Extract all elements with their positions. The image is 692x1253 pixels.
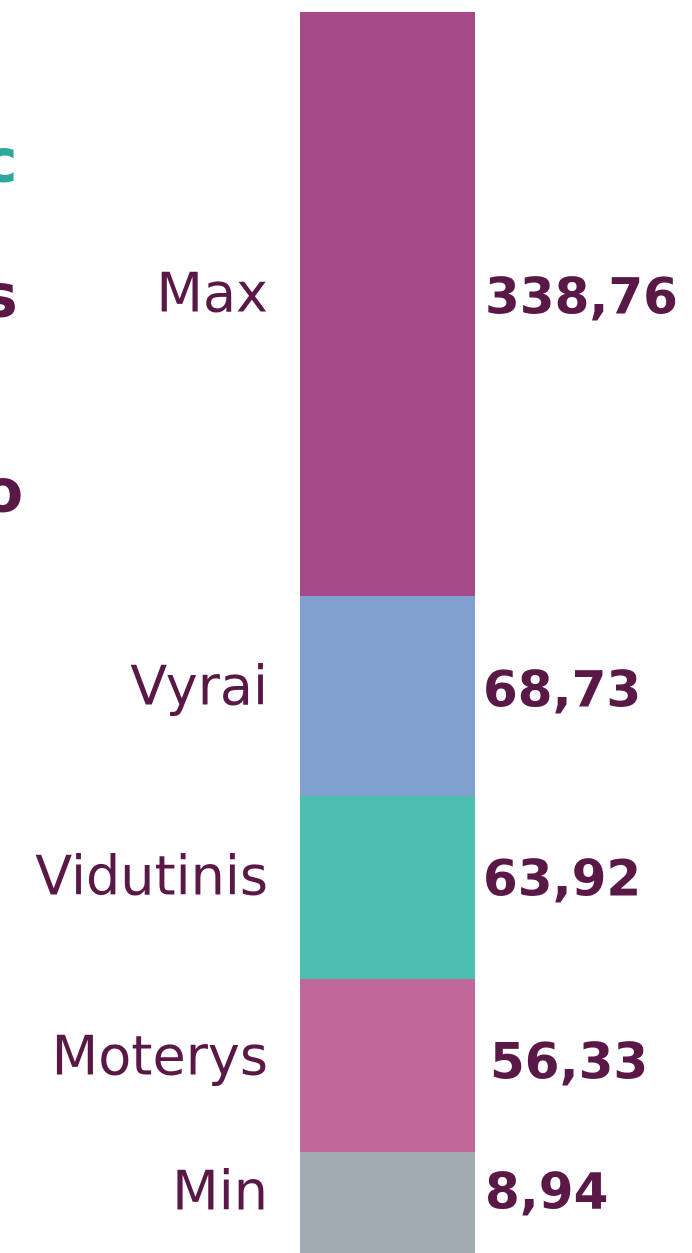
segment-value: 8,94 <box>485 1163 608 1221</box>
cropped-text: s <box>0 262 18 332</box>
cropped-text: : <box>0 547 6 617</box>
column-segment <box>300 796 475 979</box>
cropped-text: o <box>0 457 23 527</box>
column-segment <box>300 596 475 796</box>
column-segment <box>300 1152 475 1253</box>
segment-value: 68,73 <box>483 661 641 719</box>
segment-value: 338,76 <box>485 268 678 326</box>
segment-label: Max <box>156 262 268 325</box>
segment-label: Min <box>172 1160 268 1223</box>
segment-label: Vidutinis <box>35 845 268 908</box>
cropped-text: c <box>0 127 18 197</box>
segment-value: 63,92 <box>483 850 641 908</box>
column-segment <box>300 979 475 1152</box>
segment-label: Vyrai <box>130 655 268 718</box>
segment-value: 56,33 <box>490 1033 648 1091</box>
column-segment <box>300 12 475 596</box>
segment-label: Moterys <box>52 1025 268 1088</box>
